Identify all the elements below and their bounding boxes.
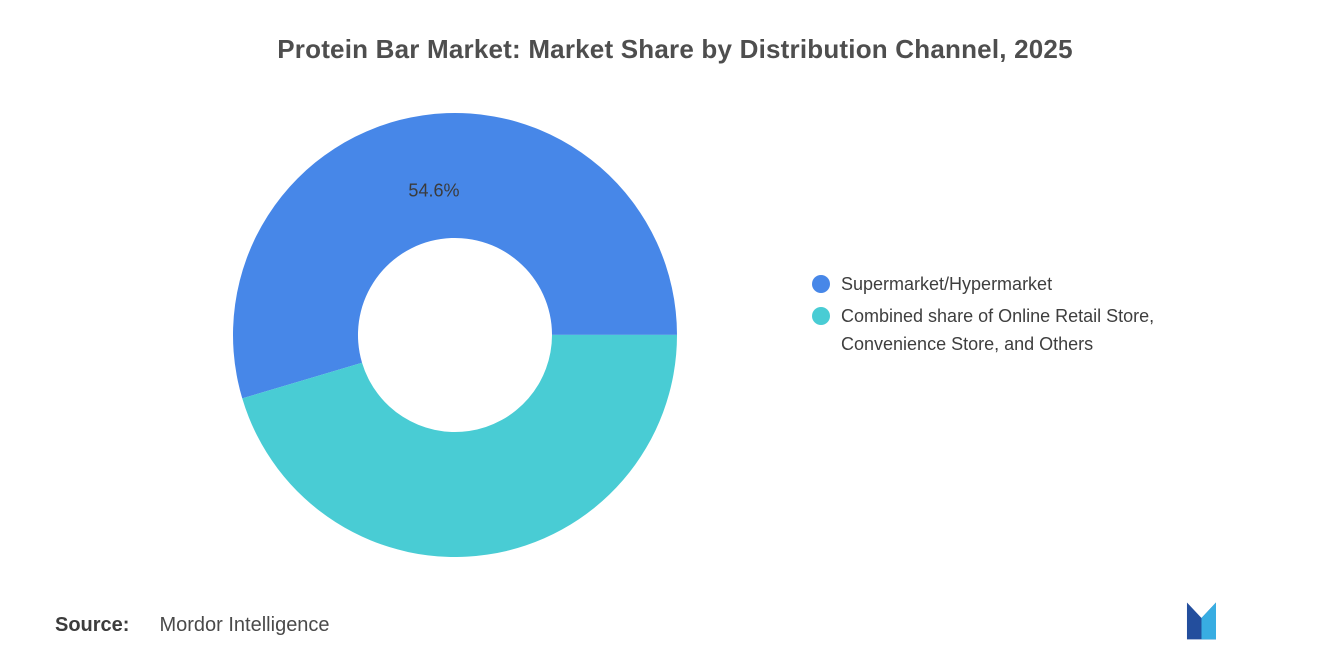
source-line: Source: Mordor Intelligence bbox=[55, 614, 330, 637]
mordor-logo-mark-icon bbox=[1186, 602, 1216, 640]
legend-item-label: Supermarket/Hypermarket bbox=[841, 274, 1053, 294]
legend-item[interactable]: Combined share of Online Retail Store, C… bbox=[812, 302, 1236, 358]
slice-value-label: 54.6% bbox=[408, 180, 460, 201]
source-label: Source: bbox=[55, 614, 130, 636]
legend-item-label: Combined share of Online Retail Store, C… bbox=[841, 306, 1155, 354]
legend-item[interactable]: Supermarket/Hypermarket bbox=[812, 270, 1236, 298]
chart-title: Protein Bar Market: Market Share by Dist… bbox=[277, 34, 1073, 64]
source-value: Mordor Intelligence bbox=[159, 614, 330, 636]
legend: Supermarket/Hypermarket Combined share of… bbox=[812, 270, 1236, 358]
legend-marker-icon bbox=[812, 307, 830, 325]
mordor-intelligence-logo bbox=[1186, 598, 1246, 640]
legend-marker-icon bbox=[812, 275, 830, 293]
pie-slice-0[interactable] bbox=[233, 113, 677, 399]
pie-slice-1[interactable] bbox=[242, 334, 677, 557]
donut-chart-svg bbox=[233, 113, 677, 557]
donut-chart: 54.6% bbox=[233, 113, 677, 557]
